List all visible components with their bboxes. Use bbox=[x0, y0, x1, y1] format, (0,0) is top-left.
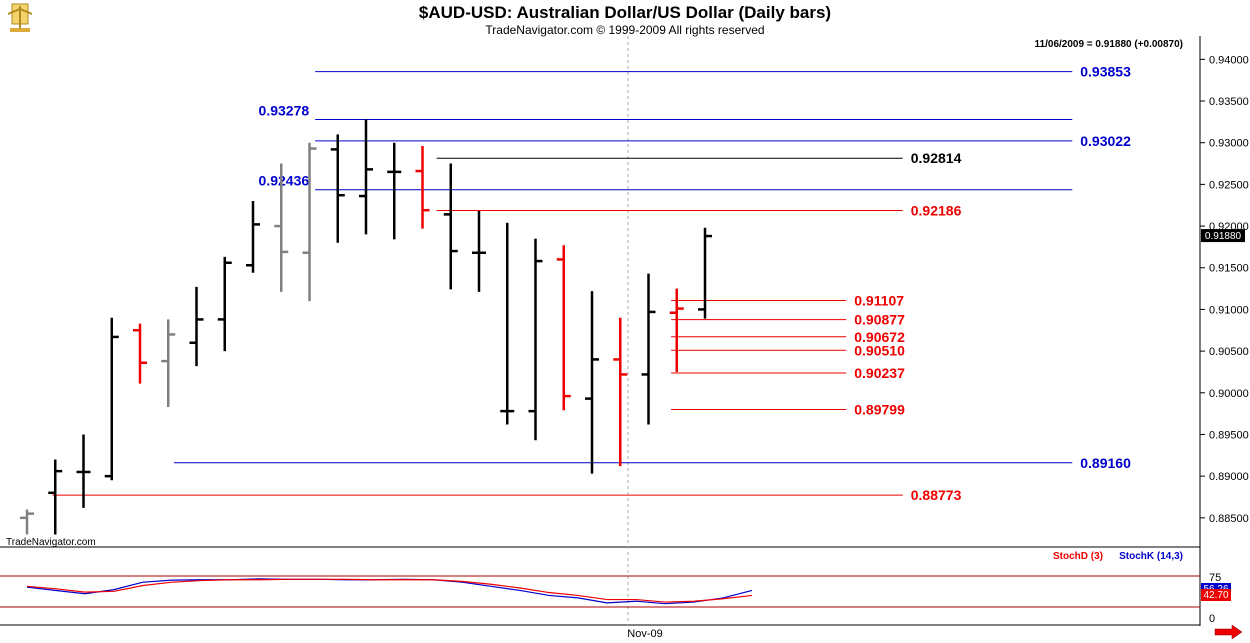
ohlc-bar-17 bbox=[500, 222, 515, 425]
x-tick-nov-09: Nov-09 bbox=[627, 628, 662, 640]
trade-navigator-logo bbox=[7, 3, 33, 32]
level-label-8: 0.90672 bbox=[854, 329, 905, 345]
stoch-d-legend: StochD (3) bbox=[1053, 551, 1103, 562]
level-label-11: 0.89799 bbox=[854, 402, 905, 418]
stochastic-pane: StochD (3) StochK (14,3) 75 0 56.26 42.7… bbox=[0, 551, 1231, 625]
ohlc-bar-24 bbox=[698, 227, 712, 319]
y-tick-label-6: 0.91000 bbox=[1209, 304, 1249, 316]
ohlc-bar-16 bbox=[472, 211, 486, 292]
ohlc-bar-20 bbox=[585, 291, 599, 474]
ohlc-bar-9 bbox=[274, 163, 289, 292]
last-price-tag: 0.91880 bbox=[1201, 229, 1245, 243]
ohlc-bar-15 bbox=[443, 163, 458, 290]
ohlc-bar-7 bbox=[217, 256, 232, 352]
y-tick-label-9: 0.89500 bbox=[1209, 429, 1249, 441]
ohlc-bar-3 bbox=[104, 317, 119, 481]
level-label-13: 0.88773 bbox=[911, 487, 962, 503]
ohlc-bar-23 bbox=[669, 288, 684, 372]
ohlc-bar-11 bbox=[330, 134, 345, 243]
last-price-label: 0.91880 bbox=[1205, 231, 1242, 242]
scroll-right-arrow-icon[interactable] bbox=[1214, 624, 1243, 640]
level-label-10: 0.90237 bbox=[854, 365, 905, 381]
y-tick-label-1: 0.93500 bbox=[1209, 96, 1249, 108]
y-tick-label-8: 0.90000 bbox=[1209, 388, 1249, 400]
level-label-7: 0.90877 bbox=[854, 312, 905, 328]
level-label-12: 0.89160 bbox=[1080, 455, 1131, 471]
level-label-4: 0.92436 bbox=[259, 173, 310, 189]
stoch-k-legend: StochK (14,3) bbox=[1119, 551, 1183, 562]
ohlc-bar-2 bbox=[76, 434, 91, 508]
last-quote: 11/06/2009 = 0.91880 (+0.00870) bbox=[1035, 39, 1183, 50]
y-tick-label-2: 0.93000 bbox=[1209, 138, 1249, 150]
stoch-d-value: 42.70 bbox=[1203, 590, 1228, 601]
chart-title: $AUD-USD: Australian Dollar/US Dollar (D… bbox=[419, 3, 831, 22]
stoch-tick-75: 75 bbox=[1209, 572, 1221, 584]
level-label-6: 0.91107 bbox=[854, 293, 904, 309]
watermark: TradeNavigator.com bbox=[6, 537, 96, 548]
y-tick-label-3: 0.92500 bbox=[1209, 179, 1249, 191]
ohlc-bar-4 bbox=[133, 323, 147, 384]
ohlc-bar-0 bbox=[20, 509, 34, 535]
stoch-d-tag bbox=[1201, 589, 1231, 601]
level-label-9: 0.90510 bbox=[854, 342, 905, 358]
ohlc-bars bbox=[20, 119, 712, 535]
y-tick-label-10: 0.89000 bbox=[1209, 471, 1249, 483]
ohlc-bar-8 bbox=[246, 201, 260, 273]
level-label-3: 0.92814 bbox=[911, 150, 962, 166]
level-label-5: 0.92186 bbox=[911, 203, 962, 219]
stoch-d-line bbox=[26, 578, 753, 603]
ohlc-bar-12 bbox=[359, 119, 373, 235]
ohlc-bar-1 bbox=[48, 459, 63, 535]
ohlc-bar-22 bbox=[641, 273, 656, 425]
y-tick-label-0: 0.94000 bbox=[1209, 54, 1249, 66]
ohlc-bar-18 bbox=[528, 238, 543, 441]
ohlc-bar-10 bbox=[302, 142, 317, 302]
ohlc-bar-14 bbox=[415, 146, 430, 229]
ohlc-bar-6 bbox=[189, 286, 204, 367]
ohlc-bar-19 bbox=[556, 245, 571, 411]
level-label-1: 0.93278 bbox=[259, 103, 310, 119]
level-label-0: 0.93853 bbox=[1080, 64, 1131, 80]
y-axis: 0.940000.935000.930000.925000.920000.915… bbox=[1200, 54, 1249, 525]
ohlc-bar-13 bbox=[387, 142, 402, 240]
y-tick-label-7: 0.90500 bbox=[1209, 346, 1249, 358]
ohlc-bar-5 bbox=[161, 319, 176, 407]
y-tick-label-5: 0.91500 bbox=[1209, 263, 1249, 275]
ohlc-bar-21 bbox=[613, 317, 628, 467]
price-levels: 0.93853 0.93278 0.93022 0.92814 0.92436 0.921… bbox=[52, 64, 1131, 503]
level-label-2: 0.93022 bbox=[1080, 133, 1131, 149]
chart-subtitle: TradeNavigator.com © 1999-2009 All right… bbox=[485, 23, 764, 37]
stoch-tick-0: 0 bbox=[1209, 613, 1215, 625]
y-tick-label-11: 0.88500 bbox=[1209, 513, 1249, 525]
